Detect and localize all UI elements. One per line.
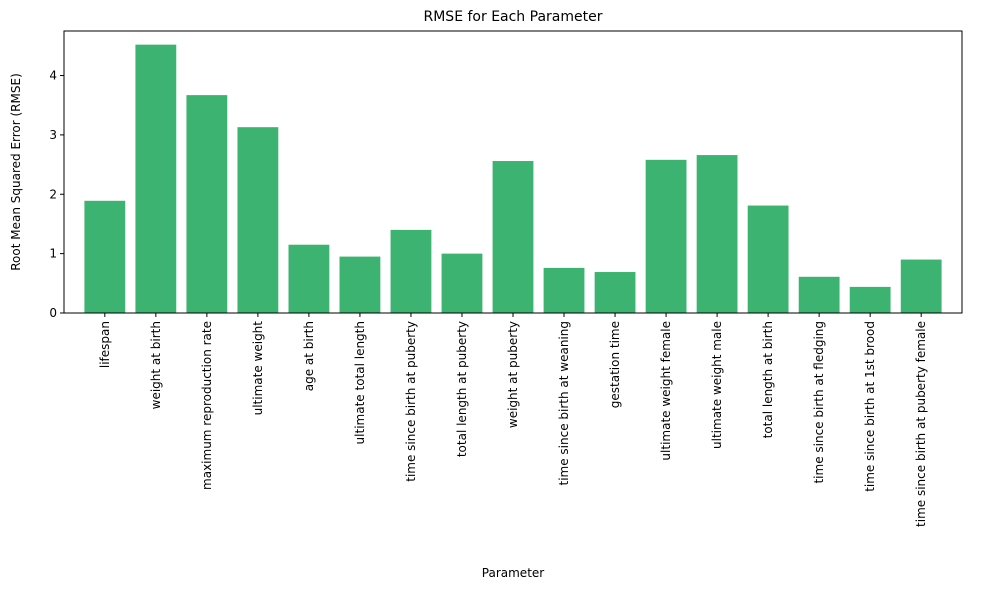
bar-ultimate-weight-male xyxy=(696,155,738,313)
x-axis: lifespan weight at birth maximum reproduct… xyxy=(98,313,928,527)
bar-ultimate-total-length xyxy=(339,256,381,313)
y-axis: 0 1 2 3 4 xyxy=(49,69,64,320)
x-tick-label: time since birth at 1st brood xyxy=(863,321,877,492)
bar-maximum-reproduction-rate xyxy=(186,95,228,314)
x-tick-label: time since birth at puberty female xyxy=(914,321,928,527)
x-tick-label: total length at birth xyxy=(761,321,775,438)
bar-weight-at-puberty xyxy=(492,161,534,313)
bar-time-since-birth-at-puberty-female xyxy=(900,259,942,313)
x-tick-label: weight at puberty xyxy=(506,321,520,428)
bar-total-length-at-puberty xyxy=(441,253,483,313)
x-tick-label: total length at puberty xyxy=(455,321,469,457)
y-tick-label: 2 xyxy=(49,187,57,201)
x-tick-label: age at birth xyxy=(302,321,316,391)
x-tick-label: weight at birth xyxy=(149,321,163,409)
x-tick-label: ultimate total length xyxy=(353,321,367,444)
bar-age-at-birth xyxy=(288,244,330,313)
bar-time-since-birth-at-1st-brood xyxy=(849,286,891,313)
x-tick-label: ultimate weight female xyxy=(659,321,673,461)
x-tick-label: time since birth at fledging xyxy=(812,321,826,484)
bar-time-since-birth-at-puberty xyxy=(390,229,432,313)
x-tick-label: lifespan xyxy=(98,321,112,368)
bar-total-length-at-birth xyxy=(747,205,789,313)
bar-gestation-time xyxy=(594,272,636,313)
y-tick-label: 1 xyxy=(49,247,57,261)
bar-weight-at-birth xyxy=(135,44,177,314)
bar-time-since-birth-at-fledging xyxy=(798,276,840,313)
bar-ultimate-weight-female xyxy=(645,159,687,313)
x-tick-label: ultimate weight male xyxy=(710,321,724,449)
bar-ultimate-weight xyxy=(237,127,279,314)
x-axis-title: Parameter xyxy=(482,566,544,580)
y-tick-label: 4 xyxy=(49,69,57,83)
plot-frame xyxy=(63,30,963,314)
x-tick-label: time since birth at weaning xyxy=(557,321,571,486)
x-tick-label: gestation time xyxy=(608,321,622,408)
bars-layer xyxy=(84,44,942,314)
chart-title: RMSE for Each Parameter xyxy=(424,9,603,25)
x-tick-label: maximum reproduction rate xyxy=(200,321,214,490)
bar-time-since-birth-at-weaning xyxy=(543,267,585,313)
y-axis-title: Root Mean Squared Error (RMSE) xyxy=(9,73,23,271)
bar-lifespan xyxy=(84,200,126,313)
y-tick-label: 3 xyxy=(49,128,57,142)
y-tick-label: 0 xyxy=(49,306,57,320)
x-tick-label: time since birth at puberty xyxy=(404,321,418,482)
x-tick-label: ultimate weight xyxy=(251,321,265,416)
